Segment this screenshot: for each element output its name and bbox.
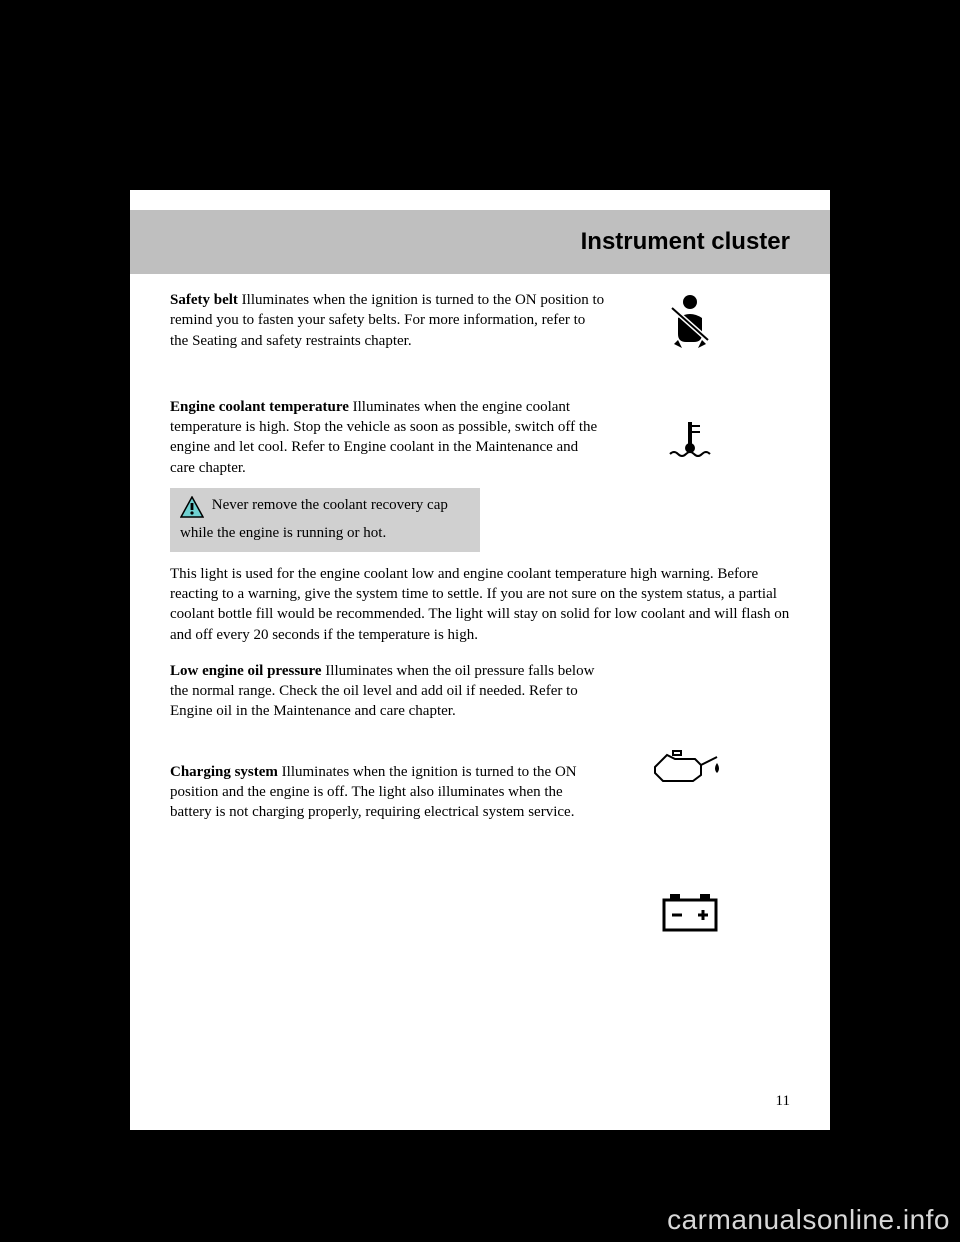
page-number: 11 (776, 1093, 790, 1110)
page-content: Safety belt Illuminates when the ignitio… (170, 290, 790, 832)
oil-icon (645, 745, 725, 801)
warning-box: Never remove the coolant recovery cap wh… (170, 488, 480, 552)
battery-icon (650, 890, 730, 940)
warning-text: Never remove the coolant recovery cap wh… (180, 497, 448, 542)
watermark: carmanualsonline.info (667, 1204, 950, 1236)
lead-safety-belt: Safety belt (170, 292, 238, 308)
section-oil: Low engine oil pressure Illuminates when… (170, 661, 605, 722)
warning-triangle-icon (180, 496, 204, 525)
manual-page: Instrument cluster Safety belt Illuminat… (130, 190, 830, 1130)
lead-coolant: Engine coolant temperature (170, 399, 349, 415)
coolant-icon (650, 420, 730, 466)
lead-battery: Charging system (170, 764, 278, 780)
seatbelt-icon (650, 290, 730, 360)
header-title: Instrument cluster (581, 228, 790, 256)
para-after-warning: This light is used for the engine coolan… (170, 564, 790, 645)
section-battery: Charging system Illuminates when the ign… (170, 762, 605, 823)
section-coolant: Engine coolant temperature Illuminates w… (170, 397, 605, 478)
lead-oil: Low engine oil pressure (170, 663, 322, 679)
section-safety-belt: Safety belt Illuminates when the ignitio… (170, 290, 605, 351)
header-bar: Instrument cluster (130, 210, 830, 274)
